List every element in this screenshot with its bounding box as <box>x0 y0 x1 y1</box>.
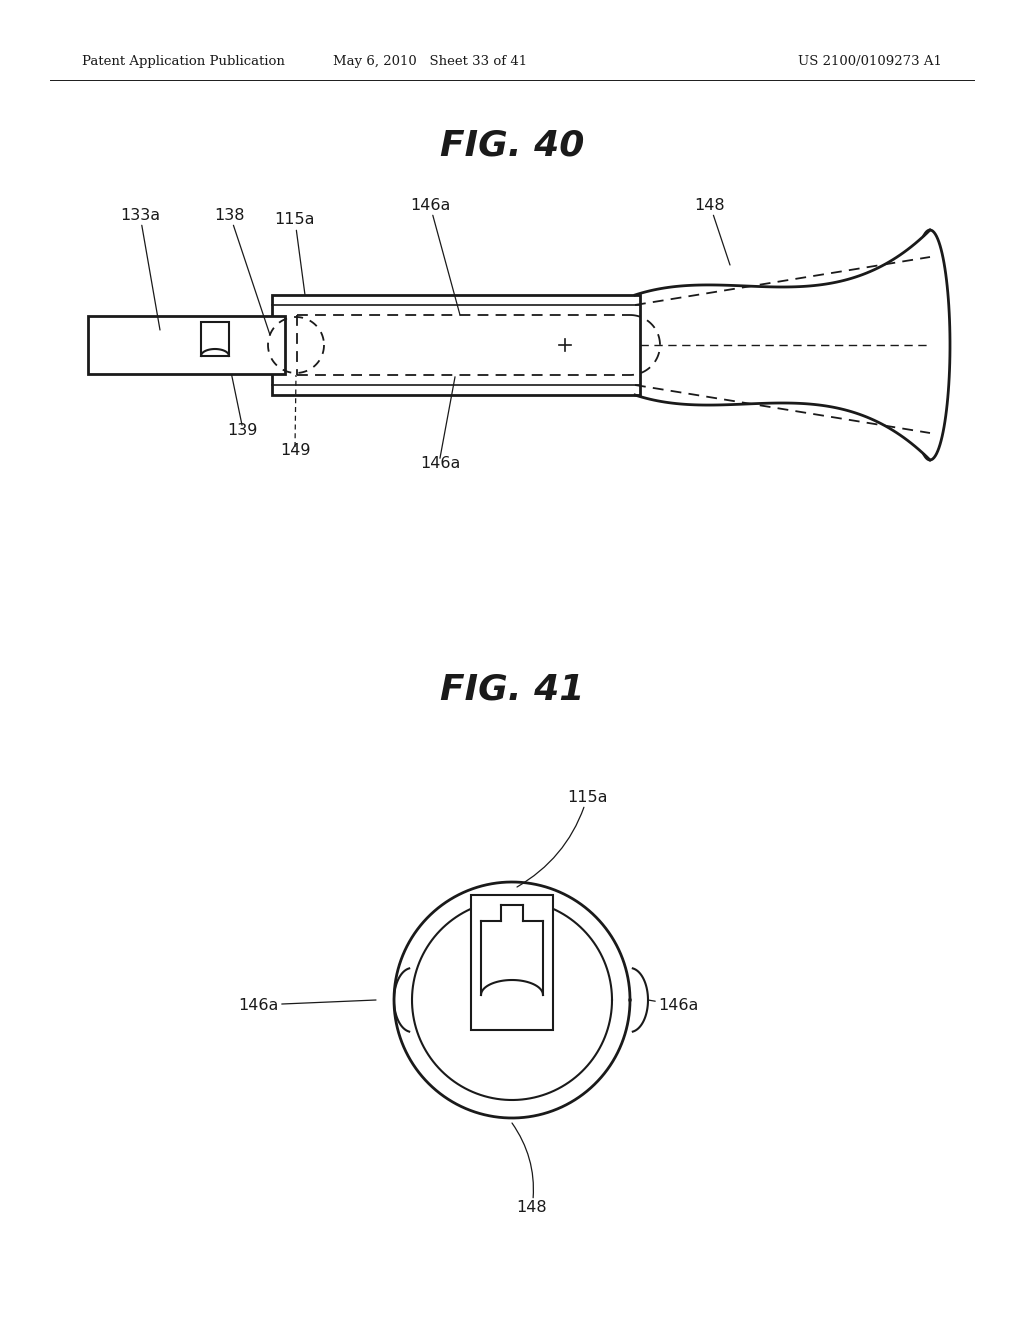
Text: 146a: 146a <box>410 198 460 315</box>
Text: FIG. 41: FIG. 41 <box>440 673 584 708</box>
Text: 146a: 146a <box>239 998 376 1012</box>
Text: Patent Application Publication: Patent Application Publication <box>82 55 285 69</box>
Text: US 2100/0109273 A1: US 2100/0109273 A1 <box>798 55 942 69</box>
Text: 146a: 146a <box>648 998 698 1012</box>
Bar <box>272 294 640 395</box>
Bar <box>201 322 229 356</box>
Text: 139: 139 <box>226 422 257 438</box>
Text: 115a: 115a <box>274 213 315 294</box>
Text: May 6, 2010   Sheet 33 of 41: May 6, 2010 Sheet 33 of 41 <box>333 55 527 69</box>
Text: 133a: 133a <box>120 207 160 330</box>
Text: FIG. 40: FIG. 40 <box>440 128 584 162</box>
Text: 149: 149 <box>280 444 310 458</box>
Text: 138: 138 <box>215 207 270 335</box>
Text: 148: 148 <box>694 198 730 265</box>
Text: 115a: 115a <box>517 789 607 887</box>
Text: 146a: 146a <box>420 455 460 471</box>
Text: 148: 148 <box>512 1123 547 1216</box>
Bar <box>471 895 553 1030</box>
Bar <box>88 315 285 374</box>
